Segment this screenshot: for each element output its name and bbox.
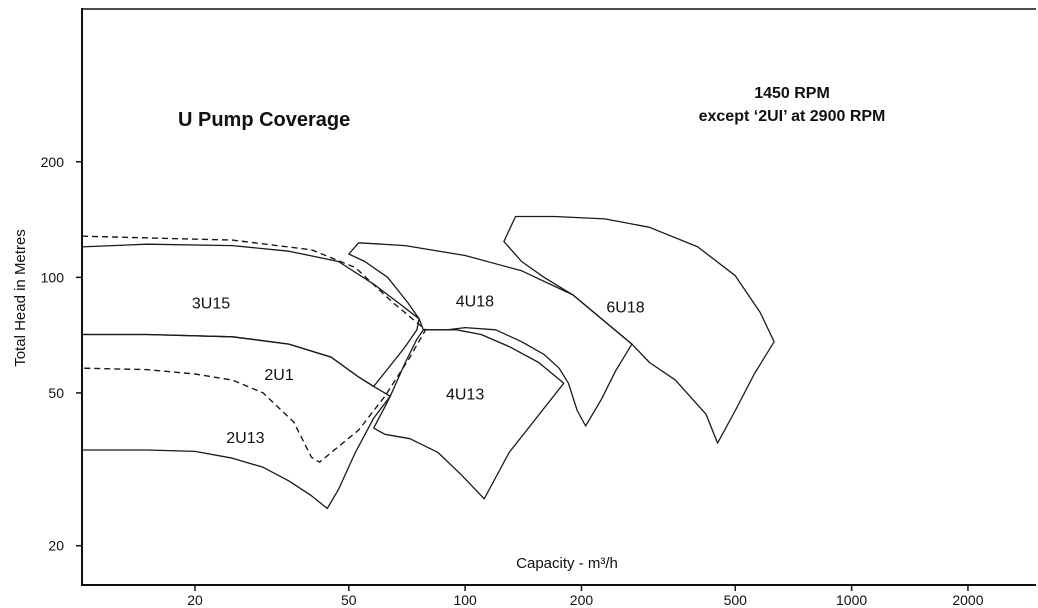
x-tick-label-20: 20 [187, 592, 203, 608]
x-axis-title: Capacity - m³/h [516, 555, 618, 572]
region-2u13 [81, 333, 391, 510]
region-label-4u18: 4U18 [456, 293, 494, 310]
y-tick-label-20: 20 [48, 538, 64, 554]
y-tick-label-50: 50 [48, 385, 64, 401]
x-tick-label-2000: 2000 [952, 592, 983, 608]
region-label-3u15: 3U15 [192, 295, 230, 312]
x-tick-label-100: 100 [453, 592, 477, 608]
tick-marks: 20 50 100 200 500 1000 2000 20 50 100 200 [41, 154, 984, 608]
speed-note-line2: except ‘2UI’ at 2900 RPM [699, 108, 886, 125]
x-tick-label-1000: 1000 [836, 592, 867, 608]
region-2u1 [81, 235, 427, 463]
x-tick-label-200: 200 [570, 592, 594, 608]
region-4u18 [348, 242, 633, 427]
region-4u13 [373, 329, 565, 500]
x-tick-label-50: 50 [341, 592, 357, 608]
region-label-2u1: 2U1 [264, 367, 293, 384]
region-3u15 [81, 243, 420, 388]
region-labels: 3U15 2U13 2U1 4U13 4U18 6U18 [192, 293, 645, 447]
speed-note-line1: 1450 RPM [754, 85, 830, 102]
y-axis-title: Total Head in Metres [12, 229, 29, 367]
y-tick-label-100: 100 [41, 269, 65, 285]
region-label-6u18: 6U18 [606, 300, 644, 317]
axes [81, 8, 1036, 586]
coverage-regions [81, 215, 775, 510]
x-tick-label-500: 500 [724, 592, 748, 608]
region-label-2u13: 2U13 [226, 430, 264, 447]
y-tick-label-200: 200 [41, 154, 65, 170]
region-label-4u13: 4U13 [446, 387, 484, 404]
chart-title: U Pump Coverage [178, 109, 350, 131]
region-6u18 [503, 215, 775, 444]
